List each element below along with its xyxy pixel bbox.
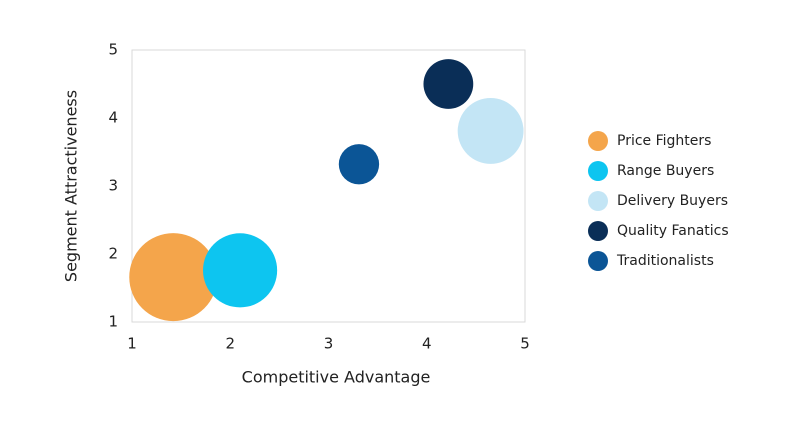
legend-marker [588, 161, 608, 181]
legend-label: Traditionalists [616, 253, 714, 269]
bubble [457, 97, 524, 164]
x-tick-label: 1 [127, 335, 137, 353]
legend-marker [588, 131, 608, 151]
x-tick-label: 3 [324, 335, 334, 353]
y-axis-label: Segment Attractiveness [62, 90, 81, 282]
bubble [338, 144, 380, 185]
plot-frame [131, 49, 526, 323]
legend-marker [588, 251, 608, 271]
x-tick-label: 2 [225, 335, 235, 353]
legend-marker [588, 221, 608, 241]
bubble [202, 233, 278, 308]
y-tick-label: 4 [108, 109, 118, 127]
y-tick-label: 1 [108, 313, 118, 331]
legend-label: Delivery Buyers [617, 193, 728, 209]
x-tick-label: 5 [520, 335, 530, 353]
bubble [423, 59, 474, 109]
legend-label: Range Buyers [617, 163, 714, 179]
x-axis-label: Competitive Advantage [242, 368, 431, 387]
y-tick-label: 5 [108, 41, 118, 59]
bubble [129, 233, 218, 322]
legend-marker [588, 191, 608, 211]
y-tick-label: 3 [108, 177, 118, 195]
legend-label: Quality Fanatics [617, 223, 729, 239]
y-tick-label: 2 [108, 245, 118, 263]
legend-label: Price Fighters [617, 133, 711, 149]
x-tick-label: 4 [422, 335, 432, 353]
